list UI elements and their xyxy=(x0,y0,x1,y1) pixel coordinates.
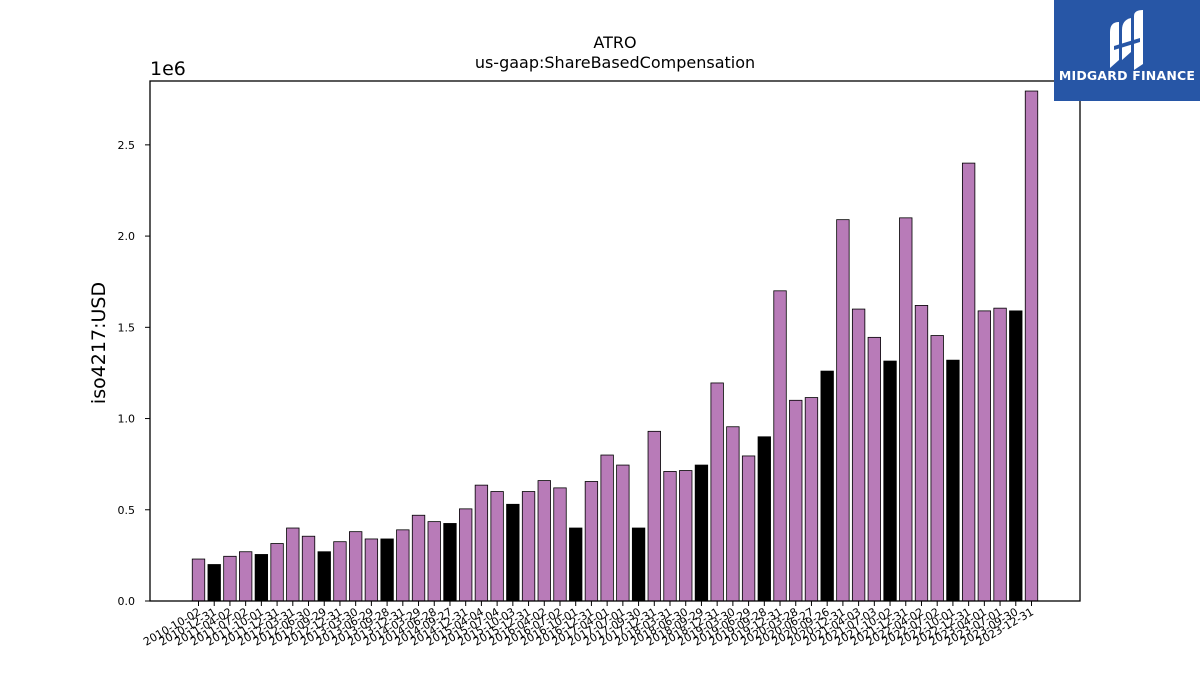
bar-2012-09-29 xyxy=(317,551,331,602)
bar-2018-09-29 xyxy=(694,464,709,602)
bar-2014-12-31 xyxy=(459,508,473,602)
bar-2019-06-29 xyxy=(741,455,756,602)
bar-2018-12-31 xyxy=(710,382,724,602)
y-tick-label: 2.0 xyxy=(118,230,136,243)
midgard-finance-logo: MIDGARD FINANCE xyxy=(1054,0,1200,101)
y-axis-label: iso4217:USD xyxy=(88,282,110,404)
bar-2022-04-02 xyxy=(914,305,929,602)
bar-2014-03-29 xyxy=(411,514,426,602)
bar-2016-12-31 xyxy=(584,481,599,602)
y-tick-label: 1.5 xyxy=(118,321,136,334)
bar-2019-03-30 xyxy=(726,426,740,602)
bar-2011-07-02 xyxy=(238,551,253,602)
bar-2014-06-28 xyxy=(427,521,441,602)
bar-2023-04-01 xyxy=(977,310,991,602)
logo-text: MIDGARD FINANCE xyxy=(1058,68,1196,83)
bar-2015-04-04 xyxy=(474,484,489,602)
x-axis-ticks: 2010-10-022010-12-312011-04-022011-07-02… xyxy=(141,601,1036,649)
bar-2020-06-27 xyxy=(804,397,819,602)
logo-mark-icon xyxy=(1110,10,1143,70)
bars-group xyxy=(191,90,1039,602)
bar-2016-07-02 xyxy=(553,487,567,602)
bar-2015-07-04 xyxy=(490,491,504,602)
bar-2019-09-28 xyxy=(757,436,771,602)
bar-2022-10-01 xyxy=(946,359,960,602)
bar-2012-06-30 xyxy=(301,535,316,602)
plot-area-frame xyxy=(149,80,1081,602)
bar-2017-04-01 xyxy=(600,454,614,602)
bar-2022-07-02 xyxy=(930,335,944,602)
bar-2020-12-31 xyxy=(836,219,850,602)
bar-2016-04-02 xyxy=(537,480,551,602)
bar-2015-10-03 xyxy=(506,503,520,602)
chart-title: ATRO xyxy=(593,33,636,52)
y-axis-multiplier: 1e6 xyxy=(150,58,186,80)
bar-2023-07-01 xyxy=(993,307,1007,602)
bar-2018-06-30 xyxy=(679,470,693,602)
bar-2011-04-02 xyxy=(223,555,237,602)
bar-2021-07-03 xyxy=(867,336,881,602)
bar-2017-12-31 xyxy=(647,430,661,602)
y-axis-ticks: 0.0 0.5 1.0 1.5 2.0 2.5 xyxy=(118,139,150,608)
bar-2023-09-30 xyxy=(1009,310,1023,602)
bar-2011-10-01 xyxy=(254,554,269,602)
bar-2010-10-02 xyxy=(191,558,206,602)
bar-2016-10-01 xyxy=(569,527,583,602)
bar-2023-12-31 xyxy=(1024,90,1039,602)
bar-2021-12-31 xyxy=(899,217,913,602)
bar-2019-12-31 xyxy=(773,290,787,602)
chart-subtitle: us-gaap:ShareBasedCompensation xyxy=(475,53,755,72)
bar-2021-04-03 xyxy=(851,308,866,602)
bar-2017-09-30 xyxy=(631,527,646,602)
y-tick-label: 1.0 xyxy=(118,413,136,426)
bar-2020-03-28 xyxy=(789,399,803,602)
y-tick-label: 0.0 xyxy=(118,595,136,608)
bar-2018-03-31 xyxy=(663,471,677,602)
bar-2015-12-31 xyxy=(521,491,536,602)
bar-2010-12-31 xyxy=(207,564,221,602)
bar-2020-09-26 xyxy=(820,370,834,602)
y-tick-label: 2.5 xyxy=(118,139,136,152)
bar-2013-06-29 xyxy=(364,538,379,602)
bar-2017-07-01 xyxy=(616,464,630,602)
bar-2011-12-31 xyxy=(270,543,284,602)
bar-2013-03-30 xyxy=(349,531,363,602)
bar-2022-12-31 xyxy=(961,162,976,602)
bar-2021-10-02 xyxy=(883,360,897,602)
bar-2012-12-31 xyxy=(333,541,347,602)
bar-2013-12-31 xyxy=(396,529,410,602)
bar-2013-09-28 xyxy=(380,538,394,602)
bar-2014-09-27 xyxy=(443,523,457,602)
y-tick-label: 0.5 xyxy=(118,504,136,517)
bar-2012-03-31 xyxy=(286,527,300,602)
